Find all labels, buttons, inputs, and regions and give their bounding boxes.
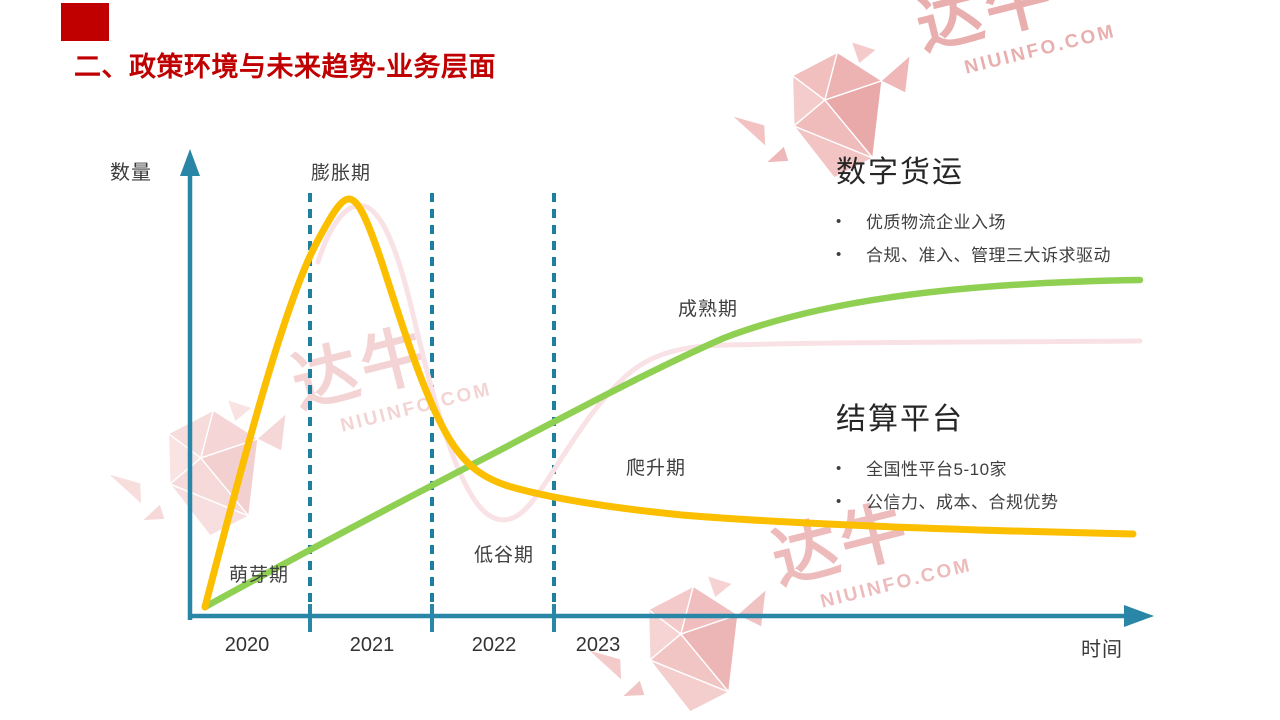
phase-label-maturity: 成熟期 [678, 299, 739, 320]
bullet-item: • 公信力、成本、合规优势 [836, 492, 1206, 514]
watermark-brand-text: 达牛 [908, 0, 1063, 64]
watermark-site-text: NIUINFO.COM [338, 378, 495, 437]
year-label-2021: 2021 [349, 634, 395, 656]
panel-heading: 数字货运 [836, 156, 964, 189]
x-axis-tick-1 [308, 604, 312, 632]
title-accent-square [61, 3, 109, 41]
x-axis-arrow-icon [1124, 605, 1154, 627]
watermark-brand-text: 达牛 [284, 315, 439, 422]
bullet-dot-icon: • [836, 213, 842, 230]
x-axis-tick-3 [552, 604, 556, 632]
watermark-site-text: NIUINFO.COM [818, 554, 975, 613]
dashed-divider-2 [430, 193, 434, 604]
bullet-text: 全国性平台5-10家 [866, 460, 1008, 479]
dashed-divider-1 [308, 193, 312, 604]
bullet-item: • 全国性平台5-10家 [836, 459, 1206, 481]
phase-label-climbing: 爬升期 [626, 458, 687, 479]
year-label-2023: 2023 [575, 634, 621, 656]
bullet-text: 合规、准入、管理三大诉求驱动 [866, 246, 1111, 266]
panel-heading: 结算平台 [836, 403, 964, 436]
bullet-text: 公信力、成本、合规优势 [866, 493, 1059, 513]
y-axis-arrow-icon [180, 149, 200, 176]
bullet-item: • 优质物流企业入场 [836, 212, 1206, 234]
phase-label-germination: 萌芽期 [229, 565, 290, 586]
x-axis-title: 时间 [1081, 639, 1123, 661]
niuinfo-bull-logo-icon [109, 400, 286, 537]
panel-digital-freight: 数字货运 • 优质物流企业入场 • 合规、准入、管理三大诉求驱动 [836, 147, 1206, 278]
panel-settlement-platform: 结算平台 • 全国性平台5-10家 • 公信力、成本、合规优势 [836, 394, 1206, 525]
year-label-2022: 2022 [471, 634, 517, 656]
watermark-middle-left: 达牛 NIUINFO.COM [90, 307, 512, 565]
bullet-dot-icon: • [836, 460, 842, 477]
phase-label-trough: 低谷期 [474, 545, 535, 566]
slide-title: 二、政策环境与未来趋势-业务层面 [74, 52, 496, 82]
bullet-dot-icon: • [836, 493, 842, 511]
watermark-site-text: NIUINFO.COM [962, 20, 1119, 79]
year-label-2020: 2020 [224, 634, 270, 656]
x-axis-tick-2 [430, 604, 434, 632]
phase-label-inflation: 膨胀期 [311, 163, 372, 184]
bullet-text: 优质物流企业入场 [866, 213, 1006, 232]
bullet-dot-icon: • [836, 246, 842, 264]
bullet-item: • 合规、准入、管理三大诉求驱动 [836, 245, 1206, 267]
dashed-divider-3 [552, 193, 556, 604]
y-axis-title: 数量 [110, 162, 152, 184]
